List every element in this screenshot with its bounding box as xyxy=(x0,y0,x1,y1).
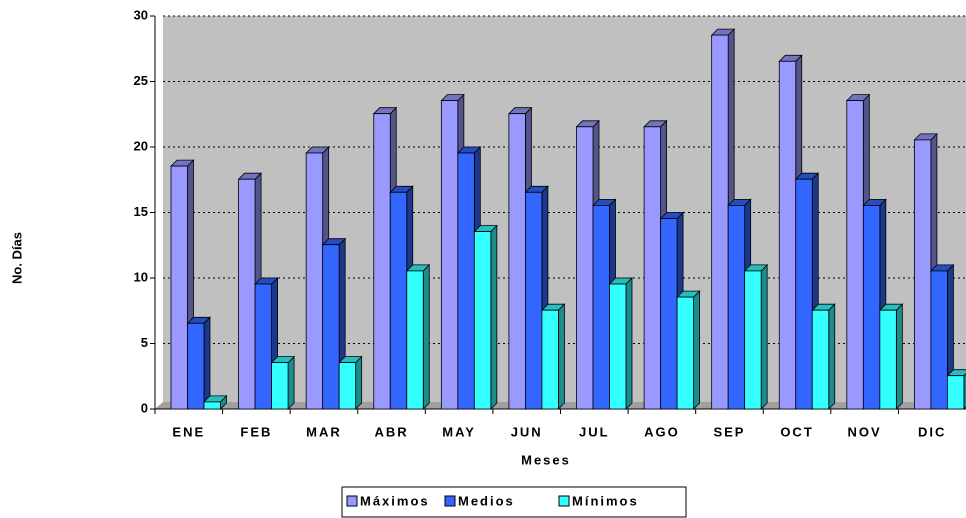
bar-side xyxy=(693,290,700,410)
bar xyxy=(405,263,431,410)
bar xyxy=(540,303,566,410)
bar-front xyxy=(373,113,391,410)
bar-front xyxy=(170,165,188,410)
bar-front xyxy=(238,178,256,410)
legend-box xyxy=(341,486,687,518)
bar-front xyxy=(879,309,897,410)
bar xyxy=(608,277,633,410)
bar-front xyxy=(541,309,559,410)
bar-front xyxy=(676,296,694,410)
y-tick-label: 5 xyxy=(141,335,148,350)
legend-label: Máximos xyxy=(360,493,430,508)
bar xyxy=(743,263,769,410)
bar xyxy=(794,172,820,410)
bar-front xyxy=(811,309,830,410)
bar-front xyxy=(440,100,459,410)
bar-front xyxy=(305,152,324,410)
x-tick-label: OCT xyxy=(780,424,813,439)
x-tick-label: SEP xyxy=(713,424,745,439)
x-tick-label: JUN xyxy=(511,424,543,439)
bar xyxy=(878,303,904,410)
bar-front xyxy=(727,204,746,410)
bar-side xyxy=(203,316,211,410)
legend-swatch xyxy=(444,495,456,507)
x-axis-title: Meses xyxy=(521,452,571,467)
bar-front xyxy=(930,270,948,410)
bar-side xyxy=(490,224,498,410)
bar-front xyxy=(254,283,272,410)
bar-front xyxy=(271,362,289,410)
bar xyxy=(203,394,228,410)
bar xyxy=(811,303,836,410)
legend-label: Mínimos xyxy=(572,493,639,508)
bar-front xyxy=(322,244,340,410)
bar-front xyxy=(338,362,357,410)
bar-front xyxy=(473,231,492,410)
legend-swatch xyxy=(558,495,570,507)
bar-front xyxy=(778,60,797,410)
x-tick-label: NOV xyxy=(848,424,882,439)
bar-side xyxy=(287,355,295,410)
legend-swatch xyxy=(346,495,358,507)
y-tick-label: 15 xyxy=(134,204,148,219)
bar-front xyxy=(187,322,205,410)
x-tick-label: MAR xyxy=(306,424,342,439)
x-tick-label: MAY xyxy=(442,424,476,439)
bar xyxy=(338,355,363,410)
bar-front xyxy=(914,139,932,410)
bar xyxy=(186,316,211,410)
bar-front xyxy=(744,270,762,410)
bar-side xyxy=(422,263,430,410)
bar-front xyxy=(795,178,813,410)
bar-front xyxy=(592,204,610,410)
x-tick-label: JUL xyxy=(579,424,610,439)
x-tick-label: DIC xyxy=(918,424,946,439)
bar xyxy=(929,263,955,410)
bar-front xyxy=(711,34,729,410)
bar xyxy=(676,290,701,410)
bar xyxy=(270,355,296,410)
bar xyxy=(862,198,887,410)
bar-side xyxy=(625,277,633,410)
bar-side xyxy=(895,303,903,410)
x-tick-label: ABR xyxy=(374,424,408,439)
y-tick-label: 25 xyxy=(134,73,148,88)
y-tick-label: 20 xyxy=(134,138,148,153)
x-tick-label: FEB xyxy=(240,424,272,439)
bar-front xyxy=(389,191,408,410)
bar-front xyxy=(862,204,881,410)
bar-front xyxy=(406,270,424,410)
x-tick-label: AGO xyxy=(644,424,680,439)
bar-side xyxy=(355,355,363,410)
y-axis-title: No. Días xyxy=(9,232,24,284)
bar-front xyxy=(525,191,543,410)
bar-front xyxy=(609,283,627,410)
bar-front xyxy=(457,152,475,410)
bar-front xyxy=(576,126,594,410)
bar xyxy=(170,159,195,410)
bar-front xyxy=(846,100,864,410)
bar-side xyxy=(558,303,565,410)
bar-front xyxy=(660,218,678,410)
bar-front xyxy=(508,113,526,410)
bar xyxy=(473,224,498,410)
y-tick-label: 0 xyxy=(141,400,148,415)
bar-side xyxy=(828,303,836,410)
legend-label: Medios xyxy=(458,493,515,508)
y-tick-label: 10 xyxy=(134,269,148,284)
y-tick-label: 30 xyxy=(134,7,148,22)
bar-front xyxy=(947,375,965,410)
x-tick-label: ENE xyxy=(172,424,205,439)
bar-side xyxy=(760,263,768,410)
bar-front xyxy=(643,126,661,410)
bar-front xyxy=(203,401,221,410)
bar xyxy=(946,369,966,410)
